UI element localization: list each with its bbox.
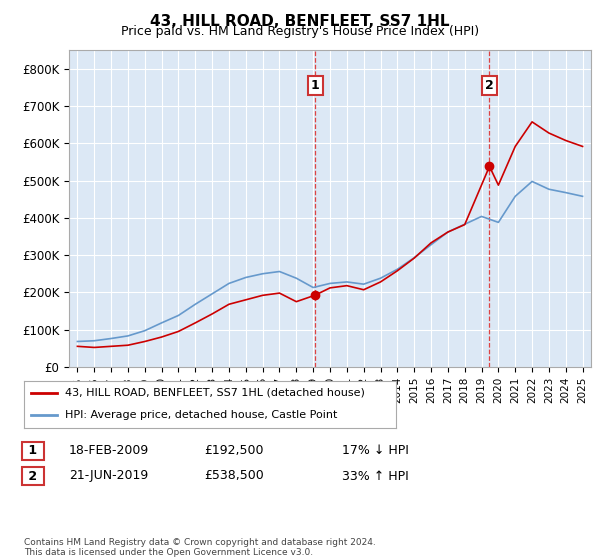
Text: 1: 1 bbox=[24, 444, 41, 458]
Text: 2: 2 bbox=[24, 469, 41, 483]
Text: Price paid vs. HM Land Registry's House Price Index (HPI): Price paid vs. HM Land Registry's House … bbox=[121, 25, 479, 38]
Text: 2: 2 bbox=[485, 80, 494, 92]
Text: 21-JUN-2019: 21-JUN-2019 bbox=[69, 469, 148, 483]
Text: 43, HILL ROAD, BENFLEET, SS7 1HL: 43, HILL ROAD, BENFLEET, SS7 1HL bbox=[150, 14, 450, 29]
Text: 17% ↓ HPI: 17% ↓ HPI bbox=[342, 444, 409, 458]
Text: 43, HILL ROAD, BENFLEET, SS7 1HL (detached house): 43, HILL ROAD, BENFLEET, SS7 1HL (detach… bbox=[65, 388, 365, 398]
Text: HPI: Average price, detached house, Castle Point: HPI: Average price, detached house, Cast… bbox=[65, 410, 337, 420]
Text: 1: 1 bbox=[311, 80, 320, 92]
Text: £538,500: £538,500 bbox=[204, 469, 264, 483]
Text: Contains HM Land Registry data © Crown copyright and database right 2024.
This d: Contains HM Land Registry data © Crown c… bbox=[24, 538, 376, 557]
Text: £192,500: £192,500 bbox=[204, 444, 263, 458]
Text: 18-FEB-2009: 18-FEB-2009 bbox=[69, 444, 149, 458]
Text: 33% ↑ HPI: 33% ↑ HPI bbox=[342, 469, 409, 483]
